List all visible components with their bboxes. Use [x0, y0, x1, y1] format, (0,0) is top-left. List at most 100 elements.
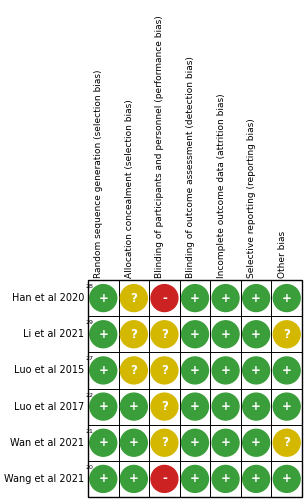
Text: ?: ?	[283, 328, 290, 341]
Text: +: +	[98, 436, 108, 449]
Text: +: +	[129, 472, 139, 486]
Text: Han et al 2020: Han et al 2020	[12, 293, 84, 303]
Text: +: +	[98, 472, 108, 486]
Text: -: -	[162, 292, 167, 304]
Text: +: +	[282, 400, 292, 413]
Text: +: +	[251, 364, 261, 377]
Text: 22: 22	[85, 392, 93, 398]
Circle shape	[243, 321, 270, 347]
Circle shape	[273, 321, 300, 347]
Circle shape	[120, 393, 147, 420]
Circle shape	[181, 357, 209, 384]
Bar	[210, 388, 241, 424]
Text: Selective reporting (reporting bias): Selective reporting (reporting bias)	[247, 118, 256, 278]
Bar	[180, 352, 210, 388]
Circle shape	[151, 430, 178, 456]
Text: Wang et al 2021: Wang et al 2021	[4, 474, 84, 484]
Bar	[88, 461, 119, 497]
Bar	[149, 388, 180, 424]
Circle shape	[181, 321, 209, 347]
Bar	[241, 388, 271, 424]
Bar	[271, 316, 302, 352]
Text: +: +	[221, 328, 230, 341]
Bar	[241, 316, 271, 352]
Bar	[119, 424, 149, 461]
Circle shape	[181, 393, 209, 420]
Circle shape	[212, 357, 239, 384]
Circle shape	[151, 357, 178, 384]
Text: +: +	[129, 400, 139, 413]
Bar	[119, 461, 149, 497]
Bar	[271, 280, 302, 316]
Circle shape	[273, 357, 300, 384]
Circle shape	[243, 393, 270, 420]
Bar	[241, 352, 271, 388]
Circle shape	[243, 466, 270, 492]
Text: +: +	[282, 364, 292, 377]
Text: ?: ?	[130, 328, 137, 341]
Text: Other bias: Other bias	[278, 231, 287, 278]
Circle shape	[90, 466, 117, 492]
Circle shape	[243, 284, 270, 312]
Text: Luo et al 2015: Luo et al 2015	[14, 366, 84, 376]
Bar	[180, 280, 210, 316]
Bar	[241, 461, 271, 497]
Circle shape	[151, 284, 178, 312]
Text: Allocation concealment (selection bias): Allocation concealment (selection bias)	[125, 99, 134, 278]
Circle shape	[212, 430, 239, 456]
Circle shape	[120, 430, 147, 456]
Text: ?: ?	[161, 400, 168, 413]
Text: 27: 27	[85, 356, 93, 362]
Bar	[88, 424, 119, 461]
Circle shape	[120, 466, 147, 492]
Text: Luo et al 2017: Luo et al 2017	[14, 402, 84, 411]
Text: +: +	[190, 472, 200, 486]
Text: ?: ?	[130, 364, 137, 377]
Text: +: +	[98, 364, 108, 377]
Text: +: +	[190, 328, 200, 341]
Text: ?: ?	[161, 364, 168, 377]
Bar	[180, 424, 210, 461]
Text: 29: 29	[85, 320, 93, 325]
Circle shape	[120, 357, 147, 384]
Circle shape	[151, 393, 178, 420]
Bar	[271, 461, 302, 497]
Text: ?: ?	[283, 436, 290, 449]
Circle shape	[273, 466, 300, 492]
Bar	[88, 280, 302, 497]
Text: +: +	[221, 364, 230, 377]
Circle shape	[120, 284, 147, 312]
Text: 20: 20	[85, 465, 93, 470]
Text: Random sequence generation (selection bias): Random sequence generation (selection bi…	[94, 70, 103, 278]
Text: Blinding of participants and personnel (performance bias): Blinding of participants and personnel (…	[156, 15, 164, 278]
Text: +: +	[251, 328, 261, 341]
Text: +: +	[98, 400, 108, 413]
Text: +: +	[251, 436, 261, 449]
Bar	[180, 388, 210, 424]
Bar	[88, 280, 119, 316]
Text: +: +	[251, 292, 261, 304]
Text: +: +	[190, 364, 200, 377]
Circle shape	[90, 321, 117, 347]
Circle shape	[273, 393, 300, 420]
Bar	[119, 388, 149, 424]
Bar	[149, 352, 180, 388]
Text: 21: 21	[85, 428, 93, 434]
Circle shape	[90, 393, 117, 420]
Circle shape	[212, 466, 239, 492]
Circle shape	[151, 466, 178, 492]
Text: +: +	[221, 292, 230, 304]
Bar	[241, 280, 271, 316]
Text: +: +	[251, 400, 261, 413]
Circle shape	[90, 430, 117, 456]
Bar	[119, 280, 149, 316]
Bar	[210, 461, 241, 497]
Text: Incomplete outcome data (attrition bias): Incomplete outcome data (attrition bias)	[217, 94, 225, 278]
Text: Li et al 2021: Li et al 2021	[23, 329, 84, 339]
Text: +: +	[251, 472, 261, 486]
Text: +: +	[282, 472, 292, 486]
Bar	[180, 461, 210, 497]
Text: +: +	[221, 400, 230, 413]
Circle shape	[273, 284, 300, 312]
Text: +: +	[190, 400, 200, 413]
